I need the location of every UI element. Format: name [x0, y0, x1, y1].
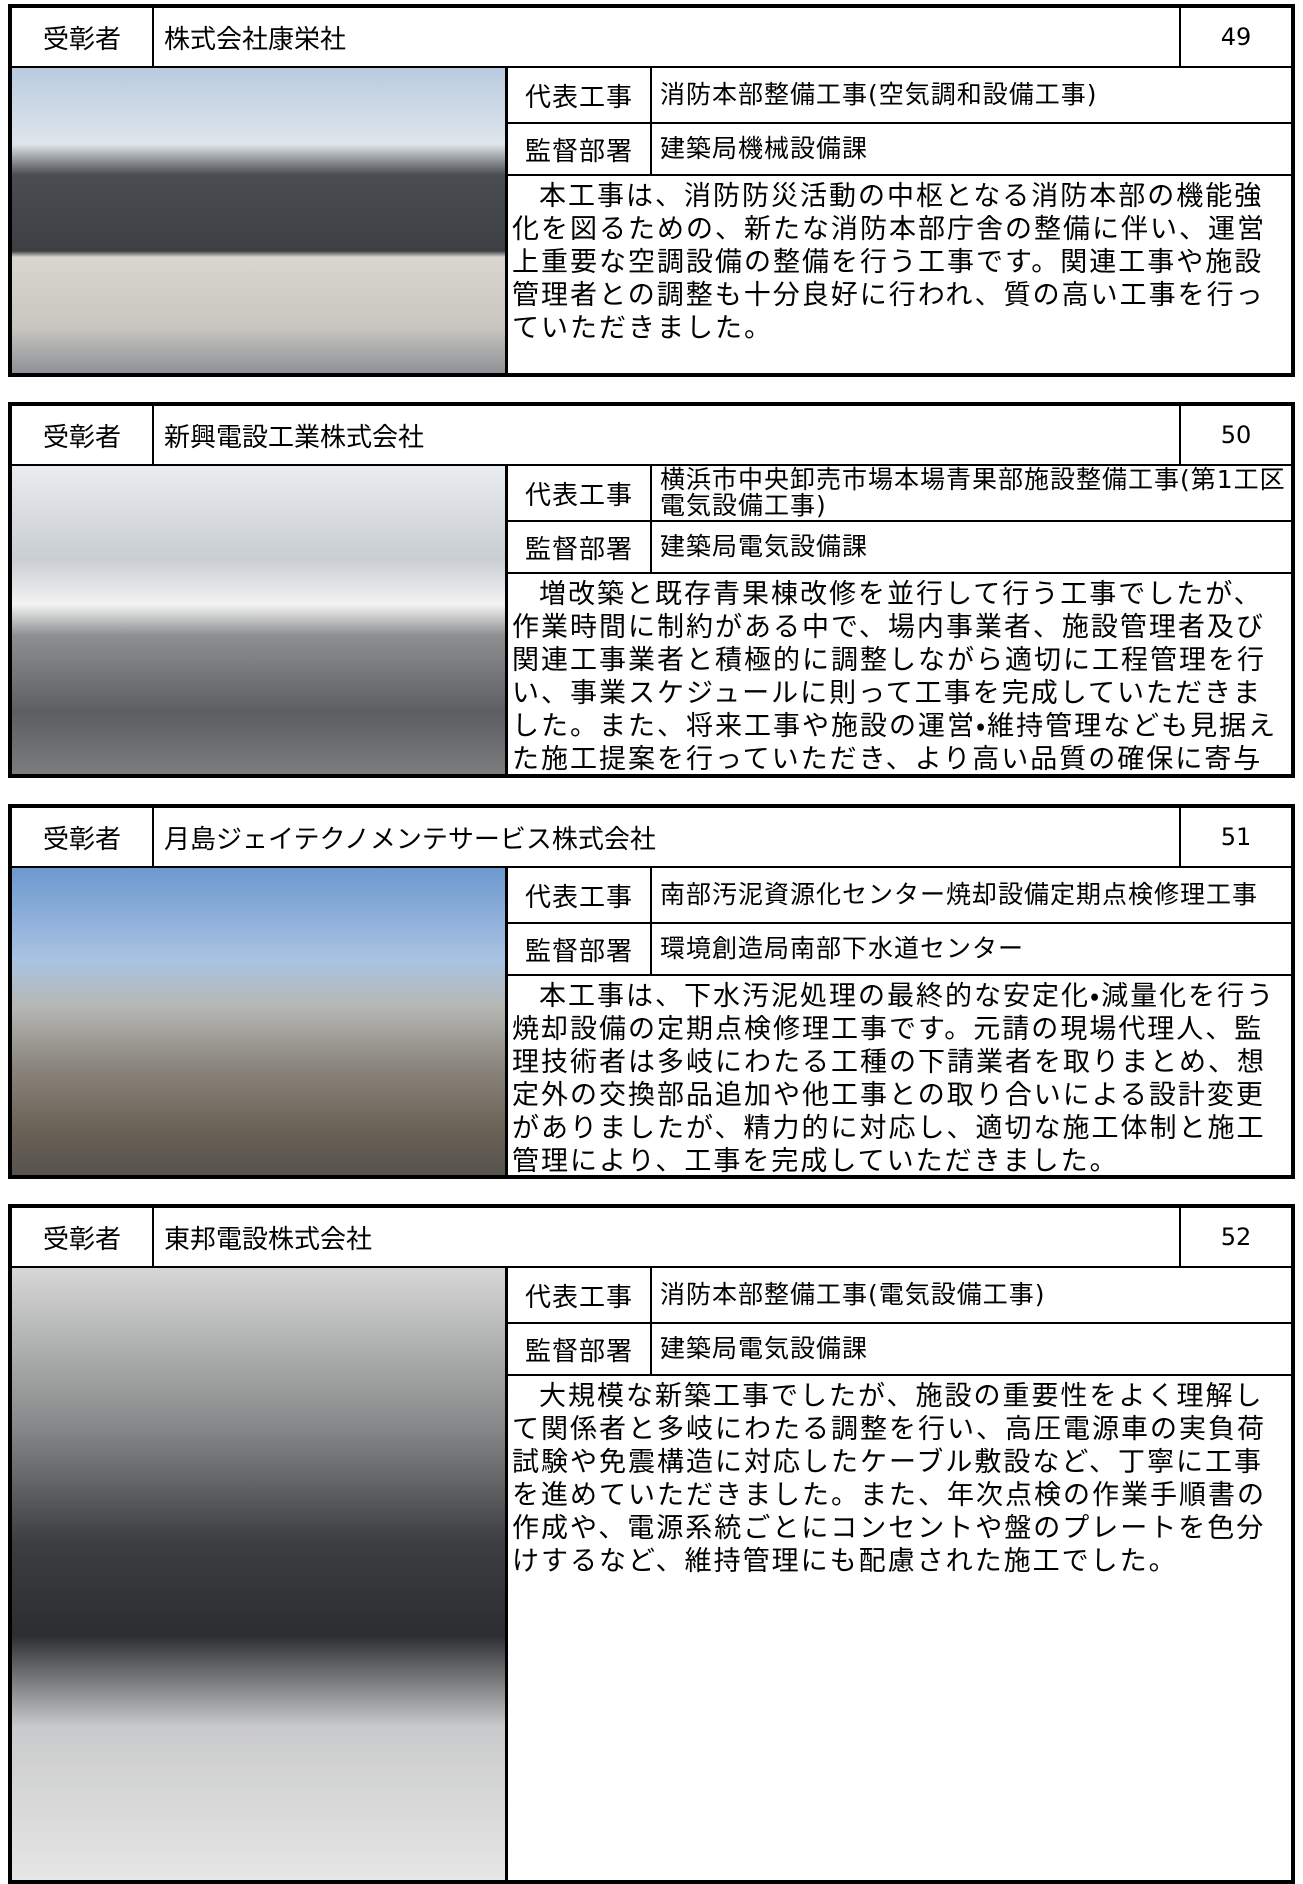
work-label: 代表工事 [508, 868, 652, 922]
dept-label: 監督部署 [508, 124, 652, 174]
recipient-label: 受彰者 [12, 406, 154, 464]
award-number: 50 [1220, 421, 1252, 449]
award-card: 受彰者 新興電設工業株式会社 50 代表工事 横浜市中央卸売市場本場青果部施設整備工事(… [8, 402, 1295, 778]
award-number: 49 [1220, 23, 1252, 51]
photo [12, 868, 508, 1175]
card-header: 受彰者 新興電設工業株式会社 50 [12, 406, 1291, 466]
card-header: 受彰者 東邦電設株式会社 52 [12, 1208, 1291, 1268]
card-header: 受彰者 株式会社康栄社 49 [12, 8, 1291, 68]
work-label: 代表工事 [508, 466, 652, 520]
company-name: 東邦電設株式会社 [154, 1208, 1181, 1266]
work-value: 横浜市中央卸売市場本場青果部施設整備工事(第1工区電気設備工事) [660, 465, 1286, 520]
dept-row: 監督部署 建築局機械設備課 [508, 124, 1291, 176]
dept-row: 監督部署 環境創造局南部下水道センター [508, 924, 1291, 976]
dept-value: 建築局電気設備課 [660, 532, 869, 561]
company-name: 株式会社康栄社 [154, 8, 1181, 66]
work-label: 代表工事 [508, 68, 652, 122]
work-label: 代表工事 [508, 1268, 652, 1322]
dept-value: 環境創造局南部下水道センター [660, 934, 1025, 963]
dept-label: 監督部署 [508, 1324, 652, 1374]
award-card: 受彰者 月島ジェイテクノメンテサービス株式会社 51 代表工事 南部汚泥資源化センター焼… [8, 804, 1295, 1179]
dept-value: 建築局機械設備課 [660, 134, 869, 163]
recipient-label: 受彰者 [12, 1208, 154, 1266]
work-row: 代表工事 消防本部整備工事(電気設備工事) [508, 1268, 1291, 1324]
recipient-label: 受彰者 [12, 8, 154, 66]
description: 本工事は、消防防災活動の中枢となる消防本部の機能強化を図るための、新たな消防本部… [512, 181, 1266, 344]
work-row: 代表工事 南部汚泥資源化センター焼却設備定期点検修理工事 [508, 868, 1291, 924]
photo [12, 1268, 508, 1880]
photo [12, 466, 508, 774]
work-row: 代表工事 消防本部整備工事(空気調和設備工事) [508, 68, 1291, 124]
work-value: 消防本部整備工事(電気設備工事) [660, 1280, 1046, 1309]
award-card: 受彰者 株式会社康栄社 49 代表工事 消防本部整備工事(空気調和設備工事) 監督部署 建築… [8, 4, 1295, 377]
company-name: 月島ジェイテクノメンテサービス株式会社 [154, 808, 1181, 866]
award-number: 52 [1220, 1223, 1252, 1251]
card-header: 受彰者 月島ジェイテクノメンテサービス株式会社 51 [12, 808, 1291, 868]
work-value: 消防本部整備工事(空気調和設備工事) [660, 80, 1098, 109]
dept-value: 建築局電気設備課 [660, 1334, 869, 1363]
dept-row: 監督部署 建築局電気設備課 [508, 522, 1291, 574]
description: 増改築と既存青果棟改修を並行して行う工事でしたが、作業時間に制約がある中で、場内… [512, 579, 1278, 774]
award-card: 受彰者 東邦電設株式会社 52 代表工事 消防本部整備工事(電気設備工事) 監督部署 建築局… [8, 1204, 1295, 1884]
work-row: 代表工事 横浜市中央卸売市場本場青果部施設整備工事(第1工区電気設備工事) [508, 466, 1291, 522]
company-name: 新興電設工業株式会社 [154, 406, 1181, 464]
work-value: 南部汚泥資源化センター焼却設備定期点検修理工事 [660, 880, 1259, 909]
award-number: 51 [1220, 823, 1252, 851]
dept-row: 監督部署 建築局電気設備課 [508, 1324, 1291, 1376]
recipient-label: 受彰者 [12, 808, 154, 866]
description: 大規模な新築工事でしたが、施設の重要性をよく理解して関係者と多岐にわたる調整を行… [512, 1381, 1266, 1577]
description: 本工事は、下水汚泥処理の最終的な安定化・減量化を行う焼却設備の定期点検修理工事で… [512, 981, 1276, 1175]
dept-label: 監督部署 [508, 522, 652, 572]
photo [12, 68, 508, 373]
dept-label: 監督部署 [508, 924, 652, 974]
